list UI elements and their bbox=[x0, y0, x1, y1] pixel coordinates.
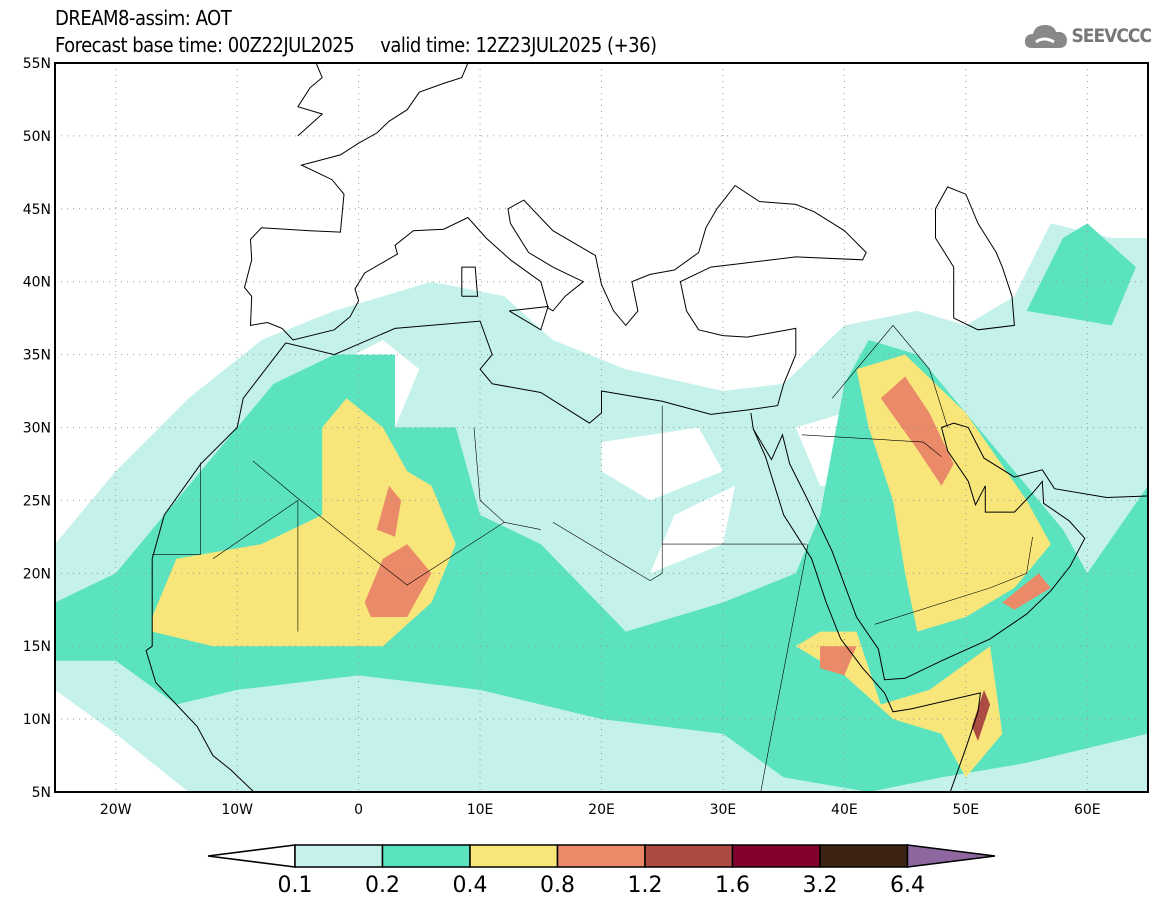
lat-label: 30N bbox=[23, 421, 51, 437]
forecast-time: Forecast base time: 00Z22JUL2025 valid t… bbox=[55, 33, 657, 57]
coastline bbox=[508, 305, 549, 331]
colorbar-label: 1.6 bbox=[715, 873, 750, 898]
logo-text: SEEVCCC bbox=[1071, 25, 1152, 47]
aot-contour-6 bbox=[1026, 223, 1136, 326]
lat-label: 20N bbox=[23, 566, 51, 582]
map-title: DREAM8-assim: AOT bbox=[55, 6, 232, 30]
aot-contour-13 bbox=[1002, 573, 1051, 610]
lat-label: 45N bbox=[23, 202, 51, 218]
colorbar-label: 0.1 bbox=[278, 873, 313, 898]
lat-label: 35N bbox=[23, 348, 51, 364]
lon-label: 60E bbox=[1074, 802, 1101, 818]
colorbar-bin-5 bbox=[644, 844, 734, 868]
lat-label: 10N bbox=[23, 712, 51, 728]
colorbar-bin-1 bbox=[294, 844, 384, 868]
lat-label: 5N bbox=[32, 785, 51, 801]
lon-label: 50E bbox=[952, 802, 979, 818]
lon-label: 0 bbox=[354, 802, 363, 818]
country-border bbox=[473, 427, 505, 523]
lon-label: 20W bbox=[100, 802, 132, 818]
coastline bbox=[297, 63, 324, 137]
colorbar-low-arrow bbox=[207, 844, 296, 868]
coastline bbox=[752, 422, 1148, 681]
country-border bbox=[874, 536, 1033, 625]
seevccc-logo: SEEVCCC bbox=[1024, 22, 1152, 50]
colorbar-bin-6 bbox=[731, 844, 821, 868]
map-frame bbox=[54, 62, 1149, 793]
country-border bbox=[801, 434, 942, 457]
aot-contour-3 bbox=[650, 485, 736, 574]
coastline bbox=[750, 412, 981, 792]
colorbar-high-arrow bbox=[906, 844, 996, 868]
aot-contour-15 bbox=[820, 646, 857, 676]
colorbar-bin-7 bbox=[819, 844, 909, 868]
colorbar-label: 3.2 bbox=[803, 873, 838, 898]
country-border bbox=[649, 405, 663, 581]
colorbar-bin-4 bbox=[556, 844, 646, 868]
lon-label: 10E bbox=[467, 802, 494, 818]
coastline bbox=[145, 558, 255, 792]
coastline bbox=[935, 186, 1015, 331]
colorbar-label: 0.8 bbox=[540, 873, 575, 898]
aot-contour-14 bbox=[971, 689, 991, 741]
lon-label: 40E bbox=[831, 802, 858, 818]
colorbar-label: 0.4 bbox=[453, 873, 488, 898]
lat-label: 50N bbox=[23, 129, 51, 145]
colorbar-label: 1.2 bbox=[628, 873, 663, 898]
colorbar-label: 6.4 bbox=[890, 873, 925, 898]
lat-label: 25N bbox=[23, 493, 51, 509]
country-border bbox=[212, 499, 299, 632]
coastline bbox=[151, 63, 867, 559]
lat-label: 55N bbox=[23, 56, 51, 72]
coastline bbox=[461, 266, 479, 297]
field-layer bbox=[55, 63, 1148, 792]
lon-label: 20E bbox=[588, 802, 615, 818]
colorbar-label: 0.2 bbox=[365, 873, 400, 898]
lat-label: 15N bbox=[23, 639, 51, 655]
country-border bbox=[252, 460, 541, 586]
colorbar-bin-3 bbox=[469, 844, 559, 868]
country-border bbox=[760, 544, 809, 792]
aot-contour-12 bbox=[880, 376, 954, 486]
country-border bbox=[152, 462, 201, 555]
lon-label: 30E bbox=[710, 802, 737, 818]
colorbar-bin-2 bbox=[381, 844, 471, 868]
lon-label: 10W bbox=[221, 802, 253, 818]
country-border bbox=[831, 324, 948, 428]
aot-contour-11 bbox=[376, 485, 402, 537]
aot-contour-10 bbox=[364, 544, 432, 617]
cloud-icon bbox=[1025, 25, 1068, 48]
lat-label: 40N bbox=[23, 275, 51, 291]
country-border bbox=[552, 522, 651, 581]
